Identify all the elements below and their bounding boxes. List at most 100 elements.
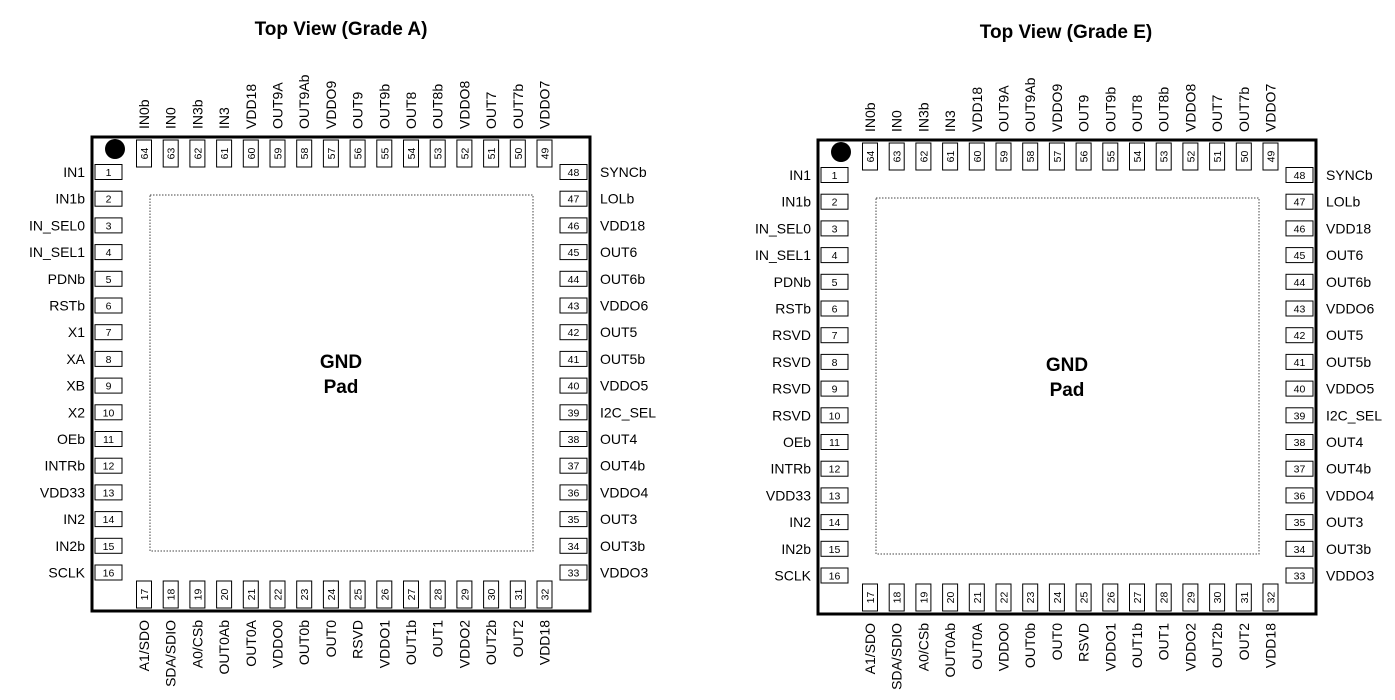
pin-label: PDNb <box>774 274 812 290</box>
pin-number: 63 <box>892 151 904 163</box>
pin-label: OUT9 <box>350 91 366 129</box>
pin-label: OUT9Ab <box>296 74 312 129</box>
pin-box <box>94 270 123 287</box>
pin-label: OUT3b <box>1326 541 1371 557</box>
pin-number: 59 <box>273 148 285 160</box>
pin-box <box>862 142 878 171</box>
pin-number: 53 <box>433 148 445 160</box>
pin-number: 48 <box>1294 170 1306 182</box>
pin-label: VDDO5 <box>600 378 648 394</box>
pin-box <box>559 431 588 447</box>
pin-label: A1/SDO <box>862 623 878 674</box>
pin-number: 52 <box>459 148 471 160</box>
pin1-marker-dot <box>105 139 125 159</box>
pin-label: IN2b <box>55 538 85 554</box>
pin-box <box>376 139 393 168</box>
pin-number: 42 <box>1294 330 1306 342</box>
pin-number: 14 <box>829 517 841 529</box>
pin-label: OUT3b <box>600 538 645 554</box>
pin-number: 19 <box>918 592 930 604</box>
pin-number: 1 <box>106 167 112 179</box>
pin-number: 25 <box>353 589 365 601</box>
pin-box <box>820 300 849 317</box>
pin-number: 41 <box>568 354 580 366</box>
pin-label: IN3b <box>915 102 931 132</box>
pin-box <box>242 139 259 168</box>
pin-number: 61 <box>945 151 957 163</box>
pin-box <box>862 583 878 612</box>
pin-label: IN1 <box>63 164 85 180</box>
pin-box <box>483 580 500 609</box>
pin-label: IN0 <box>163 107 179 129</box>
pin-box <box>429 139 446 168</box>
pin-box <box>1285 220 1314 237</box>
pin-label: LOLb <box>600 191 634 207</box>
pin-label: OUT2 <box>510 620 526 658</box>
pin-label: A0/CSb <box>189 620 205 668</box>
pin-label: VDDO3 <box>600 565 648 581</box>
pin-number: 56 <box>1079 151 1091 163</box>
pin-box <box>94 564 123 581</box>
pin-number: 22 <box>999 592 1011 604</box>
pin-number: 40 <box>568 381 580 393</box>
pin-number: 28 <box>433 589 445 601</box>
pin-label: IN2 <box>789 514 811 530</box>
pin-box <box>559 537 588 554</box>
pin-number: 46 <box>568 220 580 232</box>
pin-number: 62 <box>192 148 204 160</box>
pin-number: 41 <box>1294 357 1306 369</box>
pin-label: VDD18 <box>969 87 985 132</box>
pin-label: I2C_SEL <box>600 404 656 420</box>
pin-number: 30 <box>1212 592 1224 604</box>
pin-label: RSTb <box>775 301 811 317</box>
pin-box <box>820 247 849 264</box>
pin-number: 33 <box>568 568 580 580</box>
pin-label: OUT7 <box>1209 94 1225 132</box>
pin-number: 38 <box>568 434 580 446</box>
pin-box <box>162 139 179 168</box>
pin-label: RSTb <box>49 298 85 314</box>
pin-box <box>820 407 849 424</box>
pin-box <box>915 583 932 612</box>
pin-label: OUT1 <box>430 620 446 658</box>
pin-number: 58 <box>299 148 311 160</box>
pin-number: 24 <box>326 589 338 601</box>
pin-number: 11 <box>103 434 114 446</box>
pin-label: VDDO6 <box>600 298 648 314</box>
pin-box <box>94 297 123 314</box>
pin-number: 15 <box>829 544 841 556</box>
pin-box <box>94 217 123 234</box>
pin-box <box>559 564 588 581</box>
pin-box <box>1075 583 1092 612</box>
pin-box <box>94 164 123 180</box>
pin-box <box>94 404 123 421</box>
pin-label: OUT4 <box>600 431 638 447</box>
pin-number: 47 <box>1294 197 1306 209</box>
pin-label: VDDO5 <box>1326 381 1374 397</box>
pin-label: OUT9A <box>996 85 1012 132</box>
pin-box <box>136 139 152 168</box>
pin-number: 27 <box>406 589 418 601</box>
pin-label: IN3 <box>942 110 958 132</box>
pin-label: XA <box>66 351 85 367</box>
pin-number: 10 <box>829 410 841 422</box>
pin-label: OUT0Ab <box>216 620 232 675</box>
pin-label: OUT5 <box>600 324 638 340</box>
pin-number: 6 <box>832 304 838 316</box>
pin-number: 25 <box>1079 592 1091 604</box>
pin-box <box>1262 583 1279 612</box>
pin-box <box>1022 142 1039 171</box>
pin-label: VDD18 <box>1326 220 1371 236</box>
pin-box <box>94 190 123 207</box>
pin-number: 3 <box>106 220 112 232</box>
pin-label: VDDO1 <box>376 620 392 668</box>
pin-box <box>509 139 526 168</box>
pin-box <box>189 580 206 609</box>
pin-label: RSVD <box>772 354 811 370</box>
pin-box <box>1285 247 1314 264</box>
pin-number: 5 <box>832 277 838 289</box>
pin-label: VDD18 <box>537 620 553 665</box>
pin-box <box>1129 583 1145 612</box>
pin-label: RSVD <box>1076 623 1092 662</box>
diagram-title: Top View (Grade A) <box>255 19 428 40</box>
